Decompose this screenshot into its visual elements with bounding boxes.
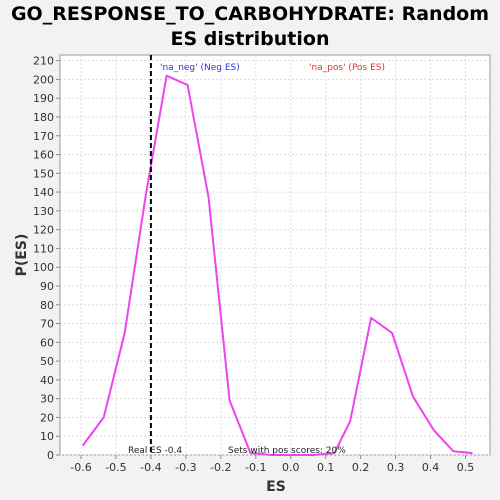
y-tick-label: 80 <box>40 299 54 312</box>
es-distribution-line <box>81 74 473 456</box>
neg-es-label: 'na_neg' (Neg ES) <box>160 63 240 73</box>
pos-scores-label: Sets with pos scores: 20% <box>228 446 346 456</box>
y-tick-label: 190 <box>33 92 54 105</box>
chart-title-line-2: ES distribution <box>170 28 330 50</box>
plot-area <box>59 54 491 456</box>
x-tick-label: -0.4 <box>140 461 161 474</box>
y-tick-label: 10 <box>40 430 54 443</box>
y-tick-label: 200 <box>33 73 54 86</box>
y-tick-label: 100 <box>33 261 54 274</box>
x-tick-label: 0.5 <box>457 461 475 474</box>
y-tick-label: 30 <box>40 393 54 406</box>
y-tick-label: 50 <box>40 355 54 368</box>
chart-title-line-1: GO_RESPONSE_TO_CARBOHYDRATE: Random <box>10 3 490 25</box>
y-tick-label: 110 <box>33 242 54 255</box>
x-tick-label: 0.3 <box>387 461 405 474</box>
pos-es-label: 'na_pos' (Pos ES) <box>309 63 385 73</box>
y-tick-label: 20 <box>40 411 54 424</box>
grid-lines <box>60 55 490 456</box>
x-axis-title: ES <box>266 479 286 495</box>
y-tick-label: 60 <box>40 336 54 349</box>
x-tick-label: -0.3 <box>175 461 196 474</box>
y-tick-label: 160 <box>33 149 54 162</box>
x-tick-label: -0.1 <box>245 461 266 474</box>
y-tick-label: 140 <box>33 186 54 199</box>
y-tick-label: 180 <box>33 111 54 124</box>
y-tick-label: 90 <box>40 280 54 293</box>
x-tick-label: 0.2 <box>352 461 370 474</box>
y-tick-label: 130 <box>33 205 54 218</box>
x-tick-label: -0.2 <box>210 461 231 474</box>
x-tick-label: 0.0 <box>282 461 300 474</box>
x-axis-ticks: -0.6 -0.5 -0.4 -0.3 -0.2 -0.1 0.0 0.1 0.2 0.3 0.4 0… <box>70 455 474 474</box>
y-tick-label: 40 <box>40 374 54 387</box>
y-tick-label: 0 <box>47 449 54 462</box>
x-tick-label: -0.6 <box>70 461 91 474</box>
y-axis-title: P(ES) <box>14 234 30 277</box>
chart-title: GO_RESPONSE_TO_CARBOHYDRATE: Random ES d… <box>0 2 500 52</box>
x-tick-label: 0.4 <box>422 461 440 474</box>
real-es-label: Real ES -0.4 <box>128 446 182 456</box>
y-tick-label: 70 <box>40 318 54 331</box>
y-tick-label: 210 <box>33 55 54 68</box>
x-tick-label: -0.5 <box>105 461 126 474</box>
x-tick-label: 0.1 <box>317 461 335 474</box>
series-layer <box>81 74 473 456</box>
y-tick-label: 170 <box>33 130 54 143</box>
y-tick-label: 120 <box>33 224 54 237</box>
y-axis-ticks: 0 10 20 30 40 50 60 70 80 90 100 110 120 130 140 150 160… <box>33 55 60 462</box>
y-tick-label: 150 <box>33 167 54 180</box>
